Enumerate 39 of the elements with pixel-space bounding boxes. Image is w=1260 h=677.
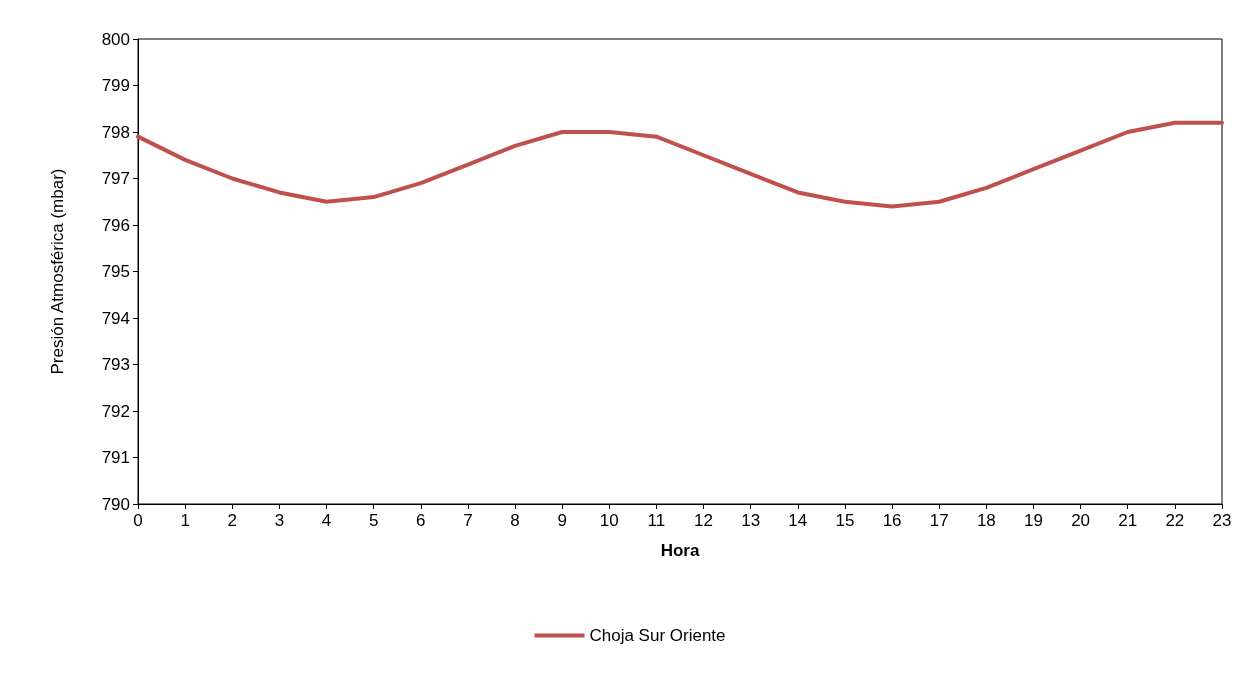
y-tick-label: 790: [101, 494, 130, 514]
y-tick-label: 792: [101, 401, 130, 421]
x-tick-label: 10: [599, 511, 619, 530]
x-tick-label: 15: [835, 511, 855, 530]
x-tick-label: 16: [882, 511, 902, 530]
x-tick-label: 21: [1118, 511, 1138, 530]
x-tick-label: 17: [929, 511, 949, 530]
legend-label: Choja Sur Oriente: [589, 626, 726, 645]
y-axis-title: Presión Atmosférica (mbar): [48, 168, 67, 375]
x-tick-label: 5: [368, 511, 379, 530]
x-tick-label: 2: [227, 511, 237, 530]
x-tick-label: 1: [180, 511, 190, 530]
x-tick-label: 18: [976, 511, 996, 530]
x-tick-label: 9: [557, 511, 567, 530]
x-tick-label: 3: [274, 511, 285, 530]
y-tick-label: 799: [101, 76, 130, 95]
x-tick-label: 7: [463, 511, 473, 530]
x-tick-label: 11: [647, 511, 666, 530]
y-tick-label: 794: [101, 308, 130, 328]
y-tick-label: 795: [101, 262, 130, 281]
x-tick-label: 0: [133, 511, 143, 530]
x-tick-label: 22: [1165, 511, 1185, 530]
y-tick-label: 793: [101, 355, 130, 374]
x-tick-label: 12: [694, 511, 714, 530]
y-tick-label: 797: [101, 169, 130, 188]
y-tick-label: 796: [101, 215, 130, 235]
y-tick-label: 798: [101, 122, 130, 142]
x-tick-label: 14: [788, 511, 808, 530]
x-tick-label: 6: [416, 511, 426, 530]
y-tick-label: 791: [101, 448, 130, 467]
x-tick-label: 4: [321, 511, 332, 530]
x-tick-label: 13: [741, 511, 761, 530]
x-tick-label: 8: [510, 511, 520, 530]
x-tick-label: 20: [1071, 511, 1091, 530]
y-tick-label: 800: [101, 29, 130, 49]
x-axis-title: Hora: [660, 541, 700, 560]
x-tick-label: 23: [1212, 511, 1232, 530]
line-series: [136, 120, 1224, 209]
x-tick-label: 19: [1024, 511, 1043, 530]
